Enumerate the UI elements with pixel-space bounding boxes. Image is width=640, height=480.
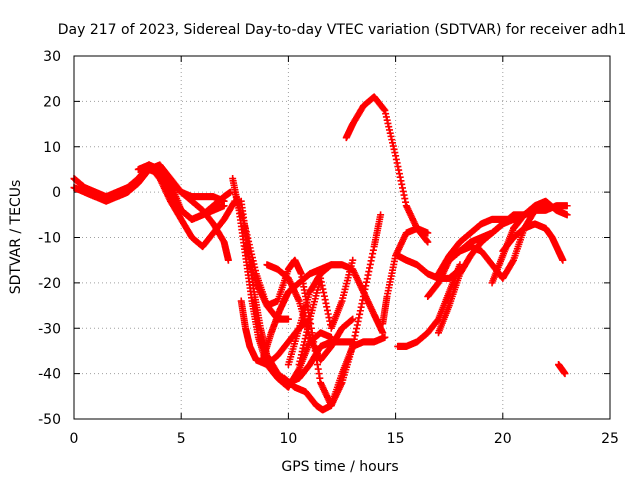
x-tick-label: 25 bbox=[601, 431, 619, 447]
data-point bbox=[224, 256, 232, 264]
series-14 bbox=[295, 256, 357, 369]
y-tick-label: -40 bbox=[38, 367, 61, 383]
data-point bbox=[563, 211, 571, 219]
series-17 bbox=[394, 252, 464, 282]
data-point bbox=[563, 202, 571, 210]
grid-lines bbox=[74, 56, 610, 419]
x-tick-label: 0 bbox=[70, 431, 79, 447]
y-tick-label: -20 bbox=[38, 276, 61, 292]
y-tick-label: -30 bbox=[38, 321, 61, 337]
x-tick-label: 5 bbox=[177, 431, 186, 447]
series-16 bbox=[379, 224, 432, 328]
data-point bbox=[561, 370, 569, 378]
data-points bbox=[70, 93, 571, 414]
x-tick-label: 20 bbox=[494, 431, 512, 447]
series-13 bbox=[284, 261, 387, 369]
tick-labels: 0 5 10 15 20 25 -50 -40 -30 -20 -10 0 10 20 30 bbox=[38, 49, 619, 447]
data-point bbox=[424, 238, 432, 246]
data-point bbox=[377, 211, 385, 219]
series-22 bbox=[434, 215, 518, 337]
series-26 bbox=[555, 361, 569, 378]
y-tick-label: -10 bbox=[38, 231, 61, 247]
data-point bbox=[349, 256, 357, 264]
chart-title: Day 217 of 2023, Sidereal Day-to-day VTE… bbox=[58, 22, 626, 38]
y-tick-label: 0 bbox=[52, 185, 61, 201]
series-15 bbox=[342, 93, 432, 246]
y-tick-label: 20 bbox=[43, 94, 61, 110]
data-point bbox=[510, 215, 518, 223]
data-point bbox=[349, 315, 357, 323]
plot-frame bbox=[73, 55, 611, 420]
data-point bbox=[381, 333, 389, 341]
x-axis-label: GPS time / hours bbox=[281, 459, 398, 475]
series-25 bbox=[510, 197, 571, 232]
series-4 bbox=[145, 161, 232, 264]
x-tick-label: 10 bbox=[279, 431, 297, 447]
series-18 bbox=[394, 261, 464, 350]
y-tick-label: -50 bbox=[38, 412, 61, 428]
x-tick-label: 15 bbox=[387, 431, 405, 447]
y-tick-label: 30 bbox=[43, 49, 61, 65]
data-point bbox=[284, 315, 292, 323]
data-point bbox=[559, 256, 567, 264]
y-tick-label: 10 bbox=[43, 140, 61, 156]
series-9 bbox=[242, 243, 389, 409]
series-24 bbox=[499, 220, 567, 264]
data-point bbox=[379, 329, 387, 337]
series-12 bbox=[280, 211, 385, 414]
y-axis-label: SDTVAR / TECUs bbox=[8, 180, 24, 295]
data-point bbox=[424, 229, 432, 237]
series-10 bbox=[263, 261, 357, 364]
data-point bbox=[220, 202, 228, 210]
